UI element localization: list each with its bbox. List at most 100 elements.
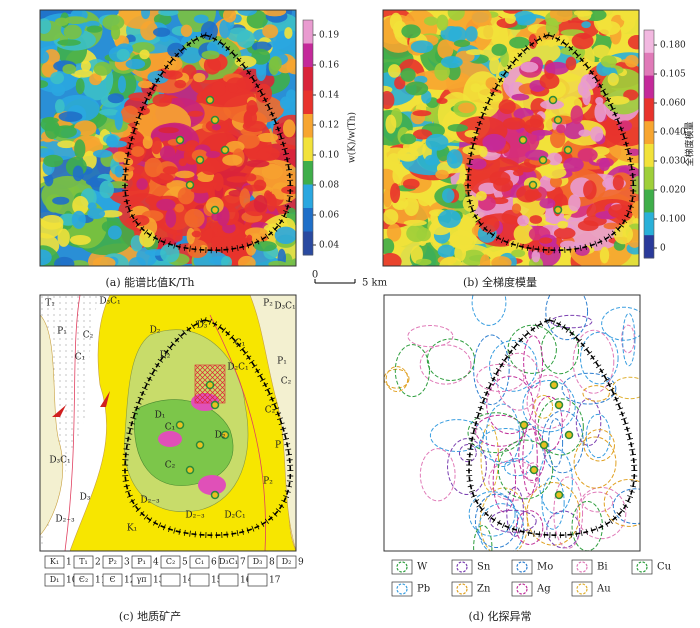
legend-label: Bi [597,562,608,573]
deposit [210,400,220,410]
raster-cell [150,136,162,155]
raster-cell [401,24,421,39]
legend-number: 6 [211,558,217,568]
raster-cell [74,69,93,78]
caption: (a) 能谱比值K/Th [106,275,195,289]
colorbar-label: 0.060 [660,99,686,109]
raster-cell [578,129,591,137]
raster-cell [590,126,604,142]
raster-cell [281,185,296,195]
raster-cell [54,99,65,114]
raster-cell [131,146,145,157]
deposit [185,465,195,475]
map-label: C₂ [281,377,292,387]
colorbar-label: 0.100 [660,215,686,225]
deposit [518,135,528,145]
raster-cell [545,17,559,36]
legend-number: 5 [182,558,188,568]
legend-swatch [247,573,268,587]
raster-cell [131,42,155,54]
deposit [220,430,230,440]
legend-number: 10 [66,576,78,586]
raster-cell [539,237,553,244]
raster-cell [437,244,456,258]
panel-frame [382,9,640,267]
raster-cell [491,256,512,266]
map-label: C₁ [235,339,246,349]
deposit [564,430,574,440]
raster-cell [286,59,296,75]
anomaly [419,448,456,502]
legend-swatch [571,581,593,597]
raster-cell [87,208,106,220]
raster-cell [158,10,179,17]
legend-swatch [391,559,413,575]
colorbar-swatch [644,75,654,99]
anomaly [523,335,544,389]
geo-unit [249,295,296,551]
legend-number: 14 [182,576,194,586]
legend-swatch [571,559,593,575]
anomaly [384,368,410,389]
raster-cell [226,176,250,183]
raster-cell [461,249,486,266]
legend-label: Sn [477,562,491,573]
raster-cell [577,148,598,162]
map-label: C₁ [75,353,86,363]
scale-start: 0 [312,270,318,281]
anomaly [537,398,584,456]
raster-cell [57,140,76,149]
raster-cell [517,215,530,227]
raster-cell [447,10,465,21]
raster-cell [282,119,296,138]
raster-cell [577,220,599,232]
raster-cell [513,224,536,245]
anomaly [545,295,589,341]
deposit [210,490,220,500]
raster-cell [107,225,122,240]
deposit [185,180,195,190]
colorbar-swatch [644,212,654,236]
colorbar-swatch [644,189,654,213]
raster-cell [172,232,183,242]
raster-cell [261,163,283,180]
raster-cell [179,47,203,64]
raster-cell [144,157,163,178]
raster-cell [475,191,487,201]
raster-cell [386,223,402,242]
legend-number: 17 [269,576,281,586]
raster-cell [174,203,185,213]
raster-cell [257,147,280,161]
colorbar-swatch [644,144,654,168]
map-label: D₂C₁ [227,363,248,373]
legend-number: 11 [95,576,106,586]
raster-cell [560,46,583,56]
colorbar-swatch [303,137,313,162]
map-label: P₁ [277,357,287,367]
raster-cell [222,10,237,23]
raster-cell [163,56,183,72]
raster-cell [397,147,419,162]
raster-cell [114,165,124,178]
raster-cell [137,80,153,89]
raster-cell [237,255,256,266]
legend-number: 3 [124,558,130,568]
granite [198,475,226,495]
raster-cell [239,188,251,208]
map-label: D₃C₁ [274,302,295,312]
colorbar-swatch [303,90,313,115]
raster-cell [476,24,500,40]
fault [64,295,81,551]
legend-circle [396,583,408,595]
raster-cell [52,196,70,205]
anomaly [612,488,640,525]
raster-cell [511,249,526,258]
map-label: D₂ [215,431,226,441]
anomaly [575,398,602,447]
boundary [124,34,292,251]
raster-cell [152,93,172,107]
raster-cell [263,10,287,17]
raster-cell [592,44,611,59]
raster-cell [51,83,66,97]
granite [158,431,182,447]
